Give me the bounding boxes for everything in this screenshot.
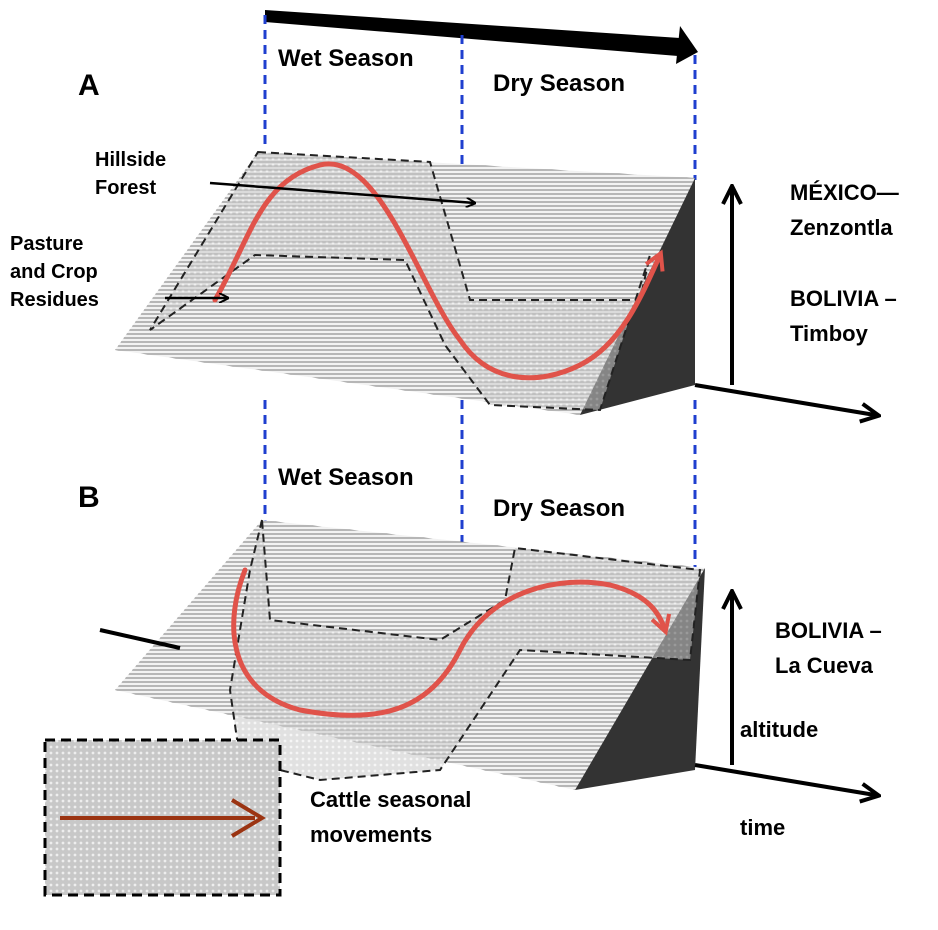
zone-label: Residues bbox=[10, 289, 99, 311]
axes bbox=[694, 190, 875, 795]
region-label: MÉXICO— bbox=[790, 180, 899, 205]
panel-a-landscape bbox=[115, 150, 695, 415]
region-label: BOLIVIA – bbox=[775, 618, 882, 643]
region-label: Zenzontla bbox=[790, 215, 893, 240]
axis-arrow bbox=[694, 763, 875, 795]
season-label: Wet Season bbox=[278, 45, 414, 72]
legend-label: Cattle seasonal bbox=[310, 787, 471, 812]
panel-label: B bbox=[78, 481, 100, 514]
panel-label: A bbox=[78, 69, 100, 102]
top-arrow-head bbox=[676, 26, 698, 64]
region-label: Timboy bbox=[790, 321, 869, 346]
region-label: BOLIVIA – bbox=[790, 286, 897, 311]
season-label: Dry Season bbox=[493, 70, 625, 97]
cattle-path bbox=[231, 567, 665, 718]
panel-b-landscape bbox=[99, 519, 705, 790]
zone-label: and Crop bbox=[10, 261, 98, 283]
top-arrow-shaft bbox=[265, 10, 680, 56]
season-label: Wet Season bbox=[278, 464, 414, 491]
season-label: Dry Season bbox=[493, 495, 625, 522]
season-dividers bbox=[263, 15, 697, 570]
zone-label: Pasture bbox=[10, 233, 83, 255]
pointer bbox=[209, 181, 475, 203]
cattle-path bbox=[212, 161, 660, 381]
edge-line bbox=[99, 628, 181, 650]
axis-arrow bbox=[694, 383, 875, 415]
legend-label: movements bbox=[310, 822, 432, 847]
region-label: La Cueva bbox=[775, 653, 874, 678]
zone-label: Forest bbox=[95, 177, 156, 199]
cattle-zone bbox=[149, 150, 651, 412]
zone-label: Hillside bbox=[95, 149, 166, 171]
legend-arrowhead bbox=[230, 798, 266, 838]
axis-label: time bbox=[740, 815, 785, 840]
axis-label: altitude bbox=[740, 717, 818, 742]
